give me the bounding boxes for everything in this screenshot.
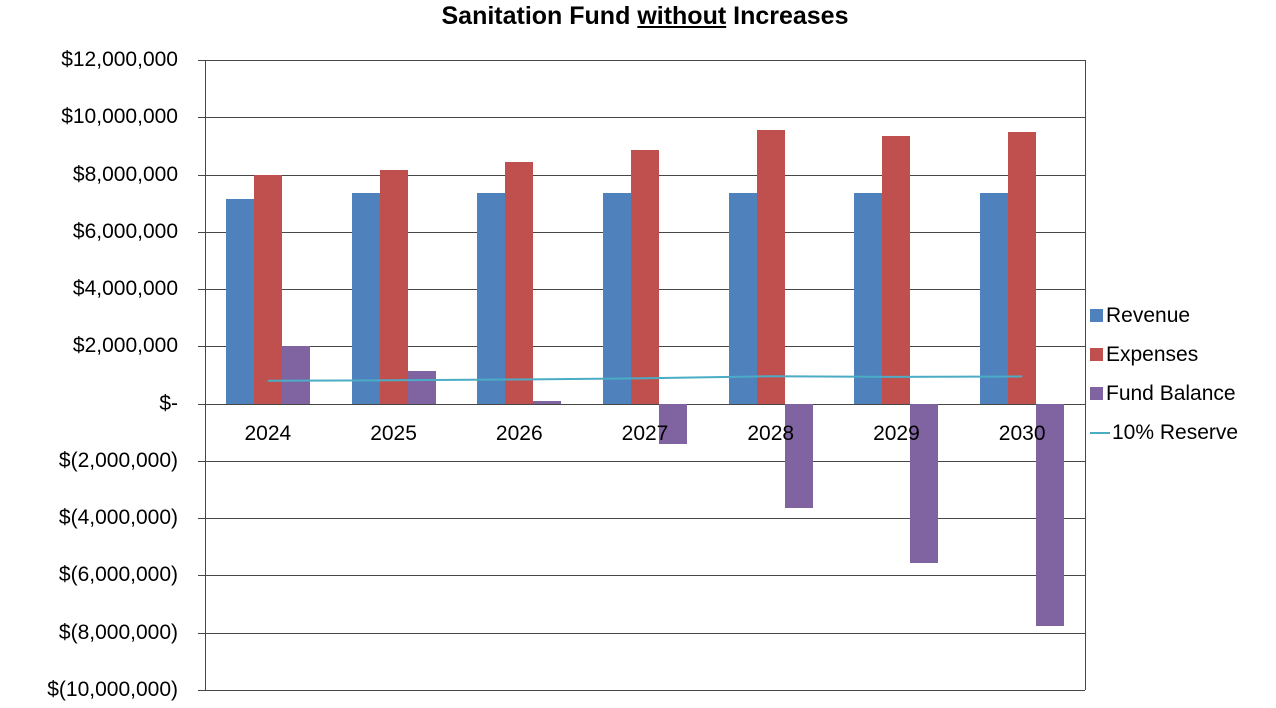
y-axis-label: $-	[159, 391, 178, 415]
bar-revenue-2026	[477, 193, 506, 404]
bar-fund-balance-2025	[407, 370, 436, 404]
y-axis-tick	[198, 289, 205, 291]
y-axis-label: $4,000,000	[72, 277, 178, 301]
legend-item-expenses: Expenses	[1090, 335, 1238, 374]
y-axis-tick	[198, 632, 205, 634]
gridline	[205, 518, 1085, 520]
bar-revenue-2025	[351, 193, 380, 404]
chart-title: Sanitation Fund without Increases	[205, 2, 1085, 31]
y-axis-tick	[198, 60, 205, 61]
y-axis-tick	[198, 575, 205, 577]
gridline	[205, 403, 1085, 405]
y-axis-tick	[198, 117, 205, 119]
legend-marker-revenue-square-icon	[1090, 309, 1103, 322]
gridline	[205, 117, 1085, 119]
bar-expenses-2028	[756, 130, 785, 404]
y-axis-tick	[198, 403, 205, 405]
legend-label: Fund Balance	[1106, 381, 1236, 405]
y-axis-label: $(4,000,000)	[58, 506, 178, 530]
legend-label: Revenue	[1106, 303, 1191, 327]
y-axis-tick	[198, 460, 205, 462]
legend-label: 10% Reserve	[1112, 420, 1239, 444]
y-axis-label: $(10,000,000)	[47, 678, 178, 701]
y-axis-tick	[198, 518, 205, 520]
y-axis-label: $12,000,000	[61, 48, 178, 71]
gridline	[205, 690, 1085, 691]
x-axis-label-2028: 2028	[747, 421, 795, 445]
bar-revenue-2029	[854, 193, 883, 404]
bar-fund-balance-2029	[910, 403, 939, 563]
gridline	[205, 575, 1085, 577]
gridline	[205, 460, 1085, 462]
y-axis-label: $10,000,000	[61, 105, 178, 129]
bar-expenses-2029	[882, 135, 911, 404]
bar-expenses-2026	[505, 161, 534, 404]
chart-title-suffix: Increases	[726, 2, 849, 30]
bar-revenue-2028	[728, 193, 757, 404]
bar-expenses-2030	[1008, 131, 1037, 404]
legend-item-fund-balance: Fund Balance	[1090, 374, 1238, 413]
chart-title-underlined-word: without	[637, 2, 727, 30]
gridline	[205, 632, 1085, 634]
bar-fund-balance-2028	[784, 403, 813, 509]
legend-item-10-reserve: 10% Reserve	[1090, 413, 1238, 452]
legend-marker-10-reserve-line-icon	[1090, 431, 1110, 434]
legend-marker-fund-balance-square-icon	[1090, 387, 1103, 400]
x-axis-label-2026: 2026	[495, 421, 543, 445]
bar-expenses-2025	[379, 170, 408, 404]
legend-label: Expenses	[1106, 342, 1199, 366]
y-axis-label: $2,000,000	[72, 334, 178, 358]
y-axis-label: $6,000,000	[72, 219, 178, 243]
legend: Revenue Expenses Fund Balance 10% Reserve	[1090, 296, 1238, 452]
y-axis-label: $(6,000,000)	[58, 563, 178, 587]
bar-fund-balance-2024	[281, 346, 310, 404]
bar-revenue-2024	[225, 198, 254, 404]
y-axis-label: $8,000,000	[72, 162, 178, 186]
bar-expenses-2027	[631, 150, 659, 404]
y-axis-tick	[198, 690, 205, 691]
x-axis-label-2027: 2027	[621, 421, 669, 445]
x-axis-label-2024: 2024	[244, 421, 292, 445]
x-axis-label-2030: 2030	[998, 421, 1046, 445]
y-axis-tick	[198, 174, 205, 176]
plot-right-border	[1085, 60, 1086, 690]
x-axis-label-2029: 2029	[873, 421, 920, 445]
bar-revenue-2030	[980, 193, 1009, 404]
y-axis-label: $(2,000,000)	[58, 448, 178, 472]
y-axis-label: $(8,000,000)	[58, 620, 178, 644]
bar-fund-balance-2026	[533, 400, 562, 404]
y-axis-line	[205, 60, 206, 690]
bar-expenses-2024	[253, 174, 282, 404]
y-axis-tick	[198, 231, 205, 233]
x-axis-label-2025: 2025	[370, 421, 417, 445]
gridline	[205, 60, 1085, 61]
chart-title-prefix: Sanitation Fund	[441, 2, 638, 30]
bar-fund-balance-2030	[1036, 403, 1065, 626]
bar-fund-balance-2027	[659, 403, 687, 444]
legend-item-revenue: Revenue	[1090, 296, 1238, 335]
legend-marker-expenses-square-icon	[1090, 348, 1103, 361]
bar-revenue-2027	[603, 193, 631, 404]
y-axis-tick	[198, 346, 205, 348]
